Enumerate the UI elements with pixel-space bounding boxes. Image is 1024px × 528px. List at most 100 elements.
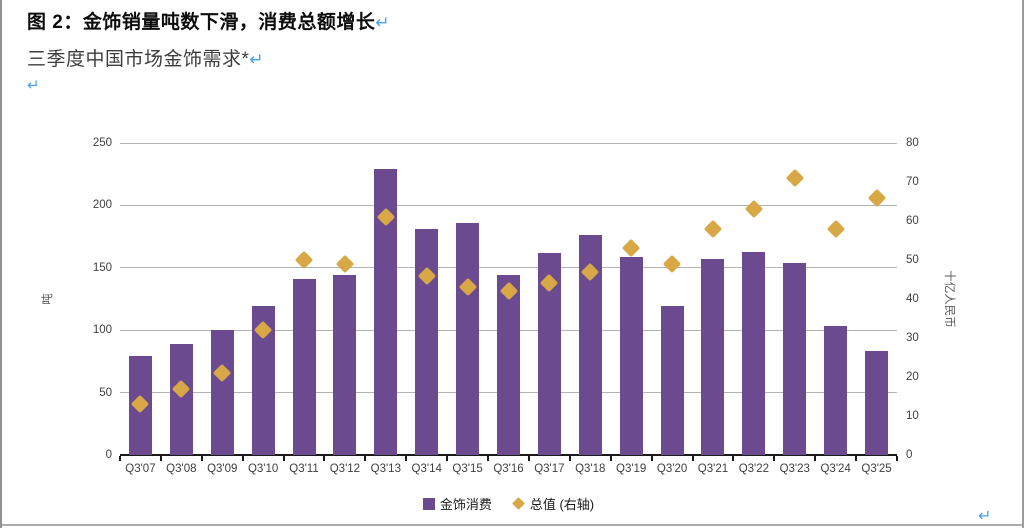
bar-Q3'21: [701, 259, 725, 455]
bar-Q3'24: [824, 326, 848, 455]
marker-Q3'23: [785, 168, 804, 188]
left-axis-tick-label: 200: [92, 199, 112, 212]
paragraph-mark-icon: ↵: [375, 13, 391, 32]
x-axis-label: Q3'10: [247, 463, 279, 475]
x-axis-tick: [119, 456, 121, 461]
chart-subtitle: 三季度中国市场金饰需求*: [27, 49, 250, 70]
x-axis-tick: [282, 456, 285, 461]
figure-title-line: 图 2：金饰销量吨数下滑，消费总额增长↵: [27, 7, 390, 34]
x-axis-tick: [200, 456, 203, 461]
x-axis-tick: [609, 456, 612, 461]
gridline: [120, 142, 897, 144]
x-axis-tick: [487, 456, 490, 461]
gridline: [120, 204, 897, 206]
paragraph-mark-icon: ↵: [27, 77, 40, 94]
bar-Q3'14: [415, 229, 439, 455]
bar-series-swatch-icon: [422, 497, 435, 510]
bar-Q3'12: [333, 275, 357, 455]
left-axis-tick-label: 100: [92, 324, 112, 337]
bar-Q3'15: [456, 222, 480, 455]
paragraph-mark-icon: ↵: [978, 508, 992, 525]
bar-Q3'16: [497, 275, 520, 455]
bar-Q3'20: [660, 306, 684, 455]
x-axis-tick: [732, 456, 735, 461]
x-axis-label: Q3'18: [575, 463, 606, 475]
legend-item-markers: 总值 (右轴): [511, 494, 595, 513]
bar-Q3'11: [292, 279, 316, 455]
bar-Q3'13: [374, 169, 398, 455]
chart-subtitle-line: 三季度中国市场金饰需求*↵: [27, 44, 264, 71]
figure-title: 图 2：金饰销量吨数下滑，消费总额增长: [27, 12, 376, 33]
x-axis-tick: [650, 456, 653, 461]
x-axis-label: Q3'13: [370, 463, 401, 475]
right-axis-tick-label: 60: [906, 215, 919, 227]
legend-label: 总值 (右轴): [529, 497, 595, 512]
x-axis-tick: [159, 456, 162, 461]
x-axis-label: Q3'22: [738, 463, 770, 475]
x-axis-tick: [405, 456, 408, 461]
right-axis-tick-label: 80: [906, 137, 919, 149]
chart-object[interactable]: 吨 十亿人民币 金饰消费 总值 (右轴) 0 50 100 150 200 250 0 10 2…: [2, 110, 1022, 520]
bar-Q3'25: [865, 351, 889, 455]
right-axis-tick-label: 70: [906, 176, 919, 188]
marker-Q3'22: [744, 200, 764, 219]
x-axis-label: Q3'14: [411, 463, 442, 475]
bar-Q3'22: [742, 251, 766, 455]
x-axis-tick: [568, 456, 571, 461]
x-axis-line: [120, 454, 897, 456]
bar-Q3'19: [619, 256, 643, 455]
x-axis-tick: [896, 456, 898, 461]
x-axis-label: Q3'09: [207, 463, 238, 475]
left-axis-tick-label: 250: [92, 137, 112, 149]
bar-Q3'08: [169, 343, 193, 455]
x-axis-label: Q3'21: [697, 463, 729, 475]
legend-label: 金饰消费: [439, 497, 492, 512]
x-axis-tick: [691, 456, 694, 461]
bar-Q3'10: [251, 306, 275, 455]
legend-item-bars: 金饰消费: [422, 494, 492, 513]
x-axis-tick: [773, 456, 776, 461]
marker-Q3'19: [621, 239, 641, 258]
right-axis-tick-label: 10: [906, 410, 919, 422]
x-axis-label: Q3'25: [861, 463, 892, 475]
bar-Q3'18: [578, 235, 602, 455]
x-axis-label: Q3'12: [329, 463, 361, 475]
x-axis-tick: [814, 456, 817, 461]
left-axis-tick-label: 150: [92, 261, 112, 274]
right-axis-tick-label: 30: [906, 332, 919, 344]
marker-Q3'20: [662, 254, 682, 274]
x-axis-label: Q3'23: [779, 463, 810, 475]
plot-area: [119, 142, 898, 461]
x-axis-label: Q3'08: [166, 463, 197, 475]
paragraph-mark-icon: ↵: [249, 50, 265, 69]
x-axis-label: Q3'19: [616, 463, 647, 475]
bar-Q3'23: [783, 262, 807, 455]
x-axis-label: Q3'07: [125, 463, 156, 475]
bar-Q3'17: [537, 252, 561, 455]
page-bottom-edge: [2, 524, 1022, 526]
x-axis-label: Q3'20: [656, 463, 688, 475]
marker-Q3'21: [703, 219, 723, 238]
right-axis-tick-label: 0: [906, 449, 913, 461]
right-axis-tick-label: 20: [906, 371, 919, 383]
bar-Q3'09: [210, 330, 234, 455]
x-axis-label: Q3'16: [493, 463, 524, 475]
x-axis-label: Q3'15: [452, 463, 483, 475]
right-axis-title: 十亿人民币: [943, 270, 955, 328]
x-axis-tick: [323, 456, 326, 461]
x-axis-label: Q3'17: [534, 463, 565, 475]
marker-Q3'12: [335, 254, 355, 274]
x-axis-tick: [446, 456, 449, 461]
right-axis-tick-label: 50: [906, 254, 919, 266]
left-axis-tick-label: 0: [105, 449, 112, 461]
left-axis-tick-label: 50: [99, 386, 112, 399]
x-axis-tick: [364, 456, 367, 461]
x-axis-tick: [527, 456, 530, 461]
diamond-series-swatch-icon: [511, 497, 525, 510]
x-axis-tick: [241, 456, 244, 461]
x-axis-tick: [855, 456, 858, 461]
left-axis-title: 吨: [42, 293, 54, 305]
marker-Q3'24: [826, 219, 845, 238]
gridline: [120, 267, 897, 269]
